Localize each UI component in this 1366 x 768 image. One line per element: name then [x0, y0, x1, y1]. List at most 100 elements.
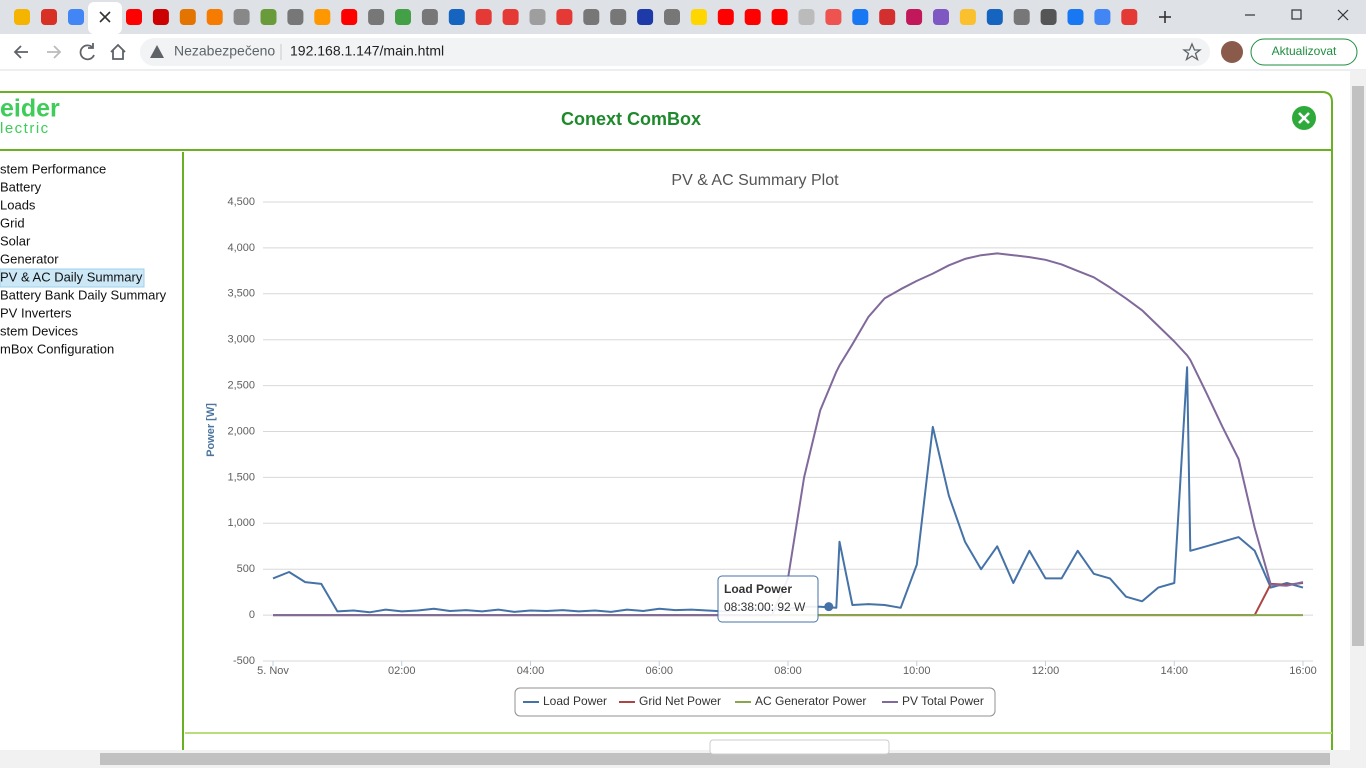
nav-item[interactable]: stem Performance [0, 161, 106, 176]
nav-item[interactable]: PV & AC Daily Summary [0, 269, 143, 284]
legend-label[interactable]: Grid Net Power [639, 694, 721, 708]
tab-favicon[interactable] [529, 9, 546, 25]
bookmark-star[interactable] [1182, 42, 1202, 62]
tab-favicon[interactable] [744, 9, 761, 25]
y-tick-label: 2,000 [227, 425, 255, 437]
tab-favicon[interactable] [1094, 9, 1111, 25]
nav-item[interactable]: PV Inverters [0, 305, 72, 320]
y-tick-label: 3,000 [227, 334, 255, 346]
tab-favicon[interactable] [583, 9, 600, 25]
window-controls[interactable] [1245, 9, 1349, 21]
chart: PV & AC Summary Plot Power [W] -500 0 500 1… [205, 172, 1317, 717]
chart-title: PV & AC Summary Plot [671, 172, 839, 189]
y-tick-label: 4,500 [227, 196, 255, 208]
tab-favicon[interactable] [959, 9, 976, 25]
series-line [273, 252, 1304, 617]
nav-item[interactable]: Battery Bank Daily Summary [0, 287, 167, 302]
nav-item[interactable]: Loads [0, 197, 36, 212]
tab-favicon[interactable] [41, 9, 57, 25]
tab-favicon[interactable] [1013, 9, 1030, 25]
tab-favicon[interactable] [14, 9, 30, 25]
app-frame [0, 91, 1333, 750]
tab-favicon[interactable] [906, 9, 923, 25]
nav-item[interactable]: Grid [0, 215, 25, 230]
tab-favicon[interactable] [126, 9, 142, 25]
tab-favicon[interactable] [825, 9, 842, 25]
address-bar[interactable] [140, 38, 1210, 66]
y-tick-label: 500 [237, 563, 255, 575]
new-tab[interactable] [1159, 11, 1171, 23]
tooltip-point [824, 602, 834, 612]
tab-favicon[interactable] [637, 9, 654, 25]
tab-favicon[interactable] [852, 9, 869, 25]
tab-favicon[interactable] [152, 9, 169, 25]
tab-favicon[interactable] [502, 9, 519, 25]
tab-favicon[interactable] [717, 9, 734, 25]
tab-favicon[interactable] [260, 9, 277, 25]
nav-item[interactable]: Generator [0, 251, 59, 266]
y-tick-label: 1,500 [227, 471, 255, 483]
tab-close[interactable] [99, 11, 111, 23]
nav-buttons[interactable] [13, 43, 126, 61]
update-button-label[interactable]: Aktualizovat [1272, 44, 1337, 58]
x-tick-label: 14:00 [1160, 665, 1188, 677]
nav-item[interactable]: Battery [0, 179, 42, 194]
tab-favicon[interactable] [798, 9, 815, 25]
y-axis-label: Power [W] [205, 403, 217, 457]
v-scroll-thumb[interactable] [1352, 86, 1364, 646]
tab-favicon[interactable] [206, 9, 223, 25]
tab-favicon[interactable] [68, 9, 84, 25]
x-tick-label: 5. Nov [257, 665, 289, 677]
legend-label[interactable]: PV Total Power [902, 694, 984, 708]
tab-strip [0, 0, 1366, 34]
security-label: Nezabezpečeno [174, 43, 275, 59]
tab-favicon[interactable] [556, 9, 573, 25]
lower-panel [709, 739, 890, 755]
y-tick-label: 1,000 [227, 517, 255, 529]
tab-favicon[interactable] [933, 9, 949, 25]
tab-favicon[interactable] [610, 9, 627, 25]
tab-favicon[interactable] [368, 9, 385, 25]
x-tick-label: 08:00 [774, 665, 802, 677]
logo-text: eider [0, 95, 60, 123]
tab-icons [14, 9, 1138, 25]
tab-favicon[interactable] [664, 9, 680, 25]
nav-item[interactable]: stem Devices [0, 323, 79, 338]
legend-box [514, 687, 996, 717]
nav-selected-bg [0, 268, 145, 288]
x-tick-label: 02:00 [388, 665, 416, 677]
logo-subtext: lectric [0, 120, 50, 137]
warning-icon [150, 45, 164, 58]
tab-favicon[interactable] [879, 9, 896, 25]
tab-favicon[interactable] [771, 9, 788, 25]
tab-favicon[interactable] [690, 9, 707, 25]
tooltip-title: Load Power [724, 582, 792, 596]
tab-favicon[interactable] [1067, 9, 1084, 25]
tab-favicon[interactable] [233, 9, 250, 25]
x-tick-label: 06:00 [645, 665, 673, 677]
tab-favicon[interactable] [314, 9, 331, 25]
tab-favicon[interactable] [1040, 9, 1057, 25]
legend-label[interactable]: AC Generator Power [755, 694, 866, 708]
x-tick-label: 04:00 [517, 665, 545, 677]
profile-avatar[interactable] [1221, 41, 1243, 63]
nav-item[interactable]: Solar [0, 233, 31, 248]
close-icon[interactable] [1298, 112, 1310, 124]
url[interactable]: 192.168.1.147/main.html [290, 43, 444, 59]
tab-favicon[interactable] [287, 9, 304, 25]
tab-favicon[interactable] [448, 9, 465, 25]
h-scroll-thumb[interactable] [100, 753, 1330, 765]
nav-item[interactable]: mBox Configuration [0, 341, 114, 356]
update-button[interactable] [1250, 38, 1358, 66]
tab-favicon[interactable] [475, 9, 492, 25]
tab-favicon[interactable] [395, 9, 411, 25]
tab-favicon[interactable] [341, 9, 358, 25]
legend-label[interactable]: Load Power [543, 694, 607, 708]
tab-favicon[interactable] [179, 9, 196, 25]
tab-favicon[interactable] [986, 9, 1003, 25]
tab-favicon[interactable] [1121, 9, 1138, 25]
y-tick-label: 0 [249, 609, 255, 621]
tab-favicon[interactable] [421, 9, 438, 25]
